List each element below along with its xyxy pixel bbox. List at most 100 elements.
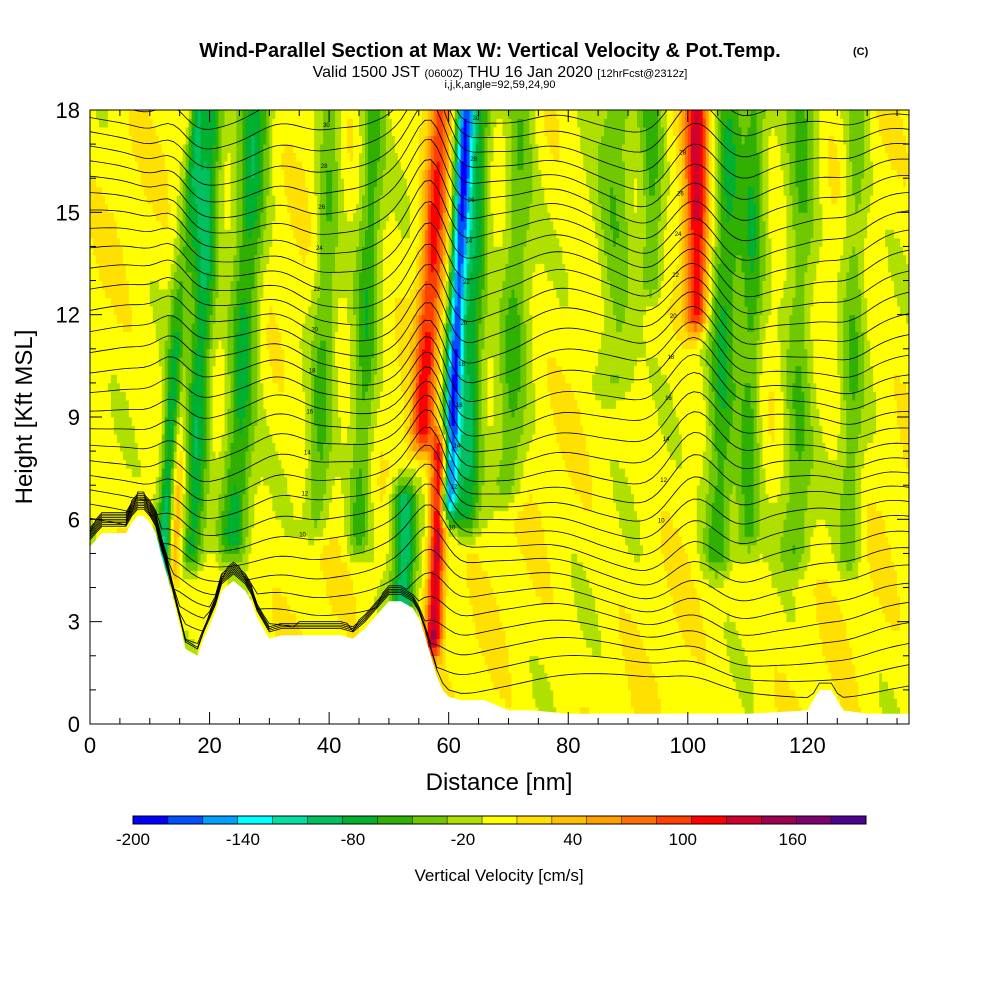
velocity-cell	[155, 135, 160, 145]
velocity-cell	[149, 178, 154, 188]
velocity-cell	[194, 246, 199, 256]
velocity-cell	[275, 280, 279, 290]
velocity-cell	[161, 391, 166, 401]
velocity-cell	[116, 289, 121, 299]
velocity-cell	[254, 127, 258, 136]
velocity-cell	[110, 152, 115, 162]
velocity-cell	[185, 621, 190, 631]
velocity-cell	[242, 237, 246, 247]
velocity-cell	[116, 127, 121, 136]
velocity-cell	[257, 425, 261, 435]
velocity-cell	[200, 493, 204, 503]
velocity-cell	[215, 306, 219, 316]
velocity-cell	[95, 442, 100, 452]
velocity-cell	[134, 442, 139, 452]
velocity-cell	[146, 306, 151, 316]
velocity-cell	[167, 144, 172, 154]
velocity-cell	[227, 306, 231, 316]
velocity-cell	[164, 272, 169, 281]
velocity-cell	[125, 374, 130, 384]
velocity-cell	[90, 348, 94, 358]
velocity-cell	[284, 519, 288, 529]
velocity-cell	[95, 434, 100, 443]
velocity-cell	[107, 280, 112, 290]
velocity-cell	[128, 195, 133, 205]
velocity-cell	[278, 178, 282, 188]
velocity-cell	[146, 459, 151, 469]
velocity-cell	[125, 135, 130, 145]
velocity-cell	[296, 570, 300, 580]
velocity-cell	[278, 374, 282, 384]
velocity-cell	[90, 280, 94, 290]
velocity-cell	[281, 527, 285, 537]
velocity-cell	[182, 468, 187, 478]
velocity-cell	[245, 553, 249, 563]
velocity-cell	[245, 382, 249, 392]
velocity-cell	[170, 246, 175, 256]
velocity-cell	[179, 485, 184, 495]
velocity-cell	[107, 527, 112, 537]
velocity-cell	[173, 365, 178, 375]
velocity-cell	[164, 476, 169, 486]
velocity-cell	[101, 527, 106, 537]
velocity-cell	[218, 434, 222, 443]
velocity-cell	[113, 263, 118, 273]
velocity-cell	[194, 476, 199, 486]
velocity-cell	[191, 579, 196, 588]
velocity-cell	[200, 348, 204, 358]
velocity-cell	[194, 169, 199, 179]
velocity-cell	[281, 178, 285, 188]
velocity-cell	[101, 331, 106, 341]
velocity-cell	[254, 314, 258, 324]
velocity-cell	[254, 297, 258, 307]
velocity-cell	[260, 519, 264, 529]
velocity-cell	[194, 161, 199, 171]
velocity-cell	[275, 178, 279, 188]
velocity-cell	[191, 152, 196, 162]
velocity-cell	[281, 553, 285, 563]
velocity-cell	[149, 323, 154, 333]
velocity-cell	[278, 579, 282, 588]
velocity-cell	[257, 203, 261, 213]
velocity-cell	[275, 289, 279, 299]
velocity-cell	[92, 510, 97, 520]
velocity-cell	[161, 289, 166, 299]
velocity-cell	[281, 237, 285, 247]
velocity-cell	[293, 237, 297, 247]
velocity-cell	[128, 186, 133, 196]
velocity-cell	[152, 365, 157, 375]
velocity-cell	[149, 493, 154, 503]
velocity-cell	[200, 536, 204, 546]
velocity-cell	[218, 510, 222, 520]
velocity-cell	[158, 544, 163, 554]
velocity-cell	[236, 417, 240, 426]
velocity-cell	[188, 451, 193, 461]
velocity-cell	[215, 459, 219, 469]
velocity-cell	[131, 476, 136, 486]
velocity-cell	[155, 382, 160, 392]
velocity-cell	[227, 502, 231, 512]
velocity-cell	[131, 510, 136, 520]
velocity-cell	[185, 348, 190, 358]
velocity-cell	[125, 331, 130, 341]
velocity-cell	[251, 186, 255, 196]
velocity-cell	[251, 272, 255, 281]
velocity-cell	[287, 246, 291, 256]
velocity-cell	[113, 203, 118, 213]
velocity-cell	[236, 536, 240, 546]
velocity-cell	[197, 561, 201, 571]
velocity-cell	[95, 314, 100, 324]
velocity-cell	[188, 519, 193, 529]
velocity-cell	[209, 348, 213, 358]
velocity-cell	[104, 365, 109, 375]
velocity-cell	[224, 254, 228, 264]
velocity-cell	[248, 442, 252, 452]
velocity-cell	[239, 186, 243, 196]
velocity-cell	[224, 536, 228, 546]
velocity-cell	[236, 331, 240, 341]
velocity-cell	[212, 451, 216, 461]
velocity-cell	[152, 110, 157, 119]
velocity-cell	[209, 451, 213, 461]
velocity-cell	[263, 280, 267, 290]
velocity-cell	[173, 442, 178, 452]
